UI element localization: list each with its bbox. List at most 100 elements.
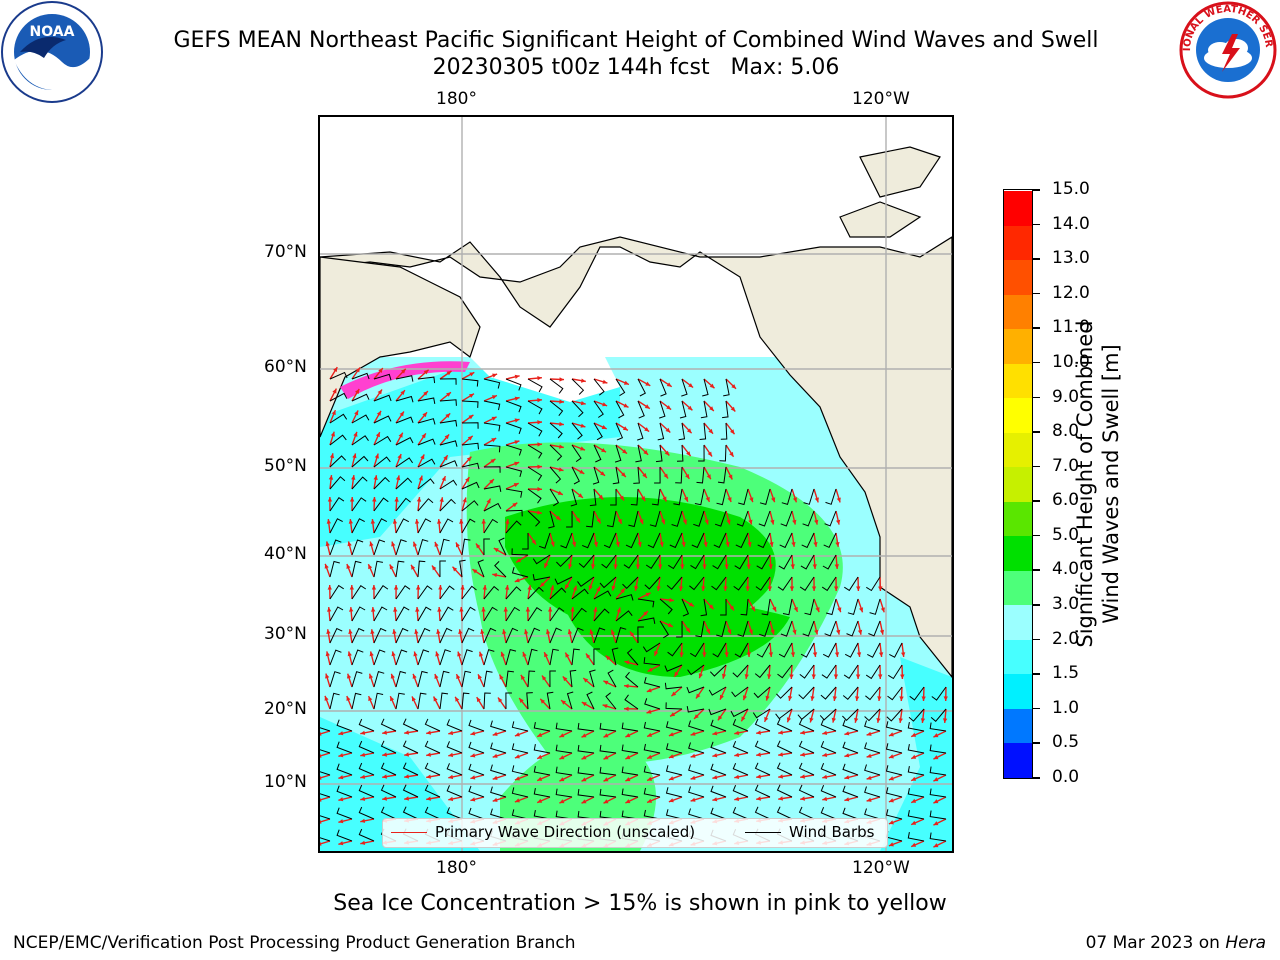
wave-arrow-head: [603, 733, 609, 738]
wave-arrow-head: [456, 542, 460, 548]
wave-arrow-head: [646, 709, 652, 714]
wind-barb: [446, 785, 463, 798]
wave-arrow-head: [575, 517, 580, 523]
wave-arrow-head: [559, 755, 565, 760]
wind-barb: [439, 692, 449, 710]
wave-arrow-head: [448, 774, 454, 780]
wind-barb: [643, 676, 661, 688]
wind-barb: [690, 642, 705, 658]
wind-barb: [847, 598, 859, 616]
wind-barb: [798, 718, 815, 732]
wave-arrow-head: [413, 651, 418, 657]
wind-barb: [439, 649, 451, 666]
colorbar-tick-label: 7.0: [1052, 455, 1080, 476]
wave-arrow-head: [411, 564, 416, 570]
wind-barb: [734, 554, 749, 570]
wave-arrow-head: [368, 564, 373, 570]
wave-arrow-head: [466, 456, 472, 462]
wave-arrow-head: [712, 797, 718, 802]
wave-arrow-head: [360, 840, 366, 845]
wind-barb: [490, 764, 507, 776]
wave-arrow-head: [603, 799, 609, 804]
wave-arrow-head: [625, 777, 631, 782]
colorbar-tick-mark: [1033, 361, 1040, 364]
wave-arrow-head: [642, 473, 647, 478]
wind-barb: [511, 787, 529, 798]
wind-barb: [446, 763, 463, 776]
wind-barb: [395, 416, 414, 424]
wave-arrow-head: [729, 451, 734, 457]
wave-arrow-head: [625, 755, 631, 760]
wave-arrow-head: [734, 774, 740, 779]
wave-arrow-head: [360, 796, 366, 801]
wave-arrow-head: [725, 542, 730, 547]
wave-arrow-head: [619, 495, 624, 501]
wind-barb: [737, 620, 749, 637]
wave-arrow-head: [768, 564, 773, 569]
wave-arrow-head: [355, 389, 360, 394]
wave-arrow-head: [811, 674, 816, 679]
wave-arrow-head: [611, 629, 616, 635]
wind-barb: [439, 440, 458, 447]
wave-arrow-head: [778, 796, 783, 801]
wave-arrow-head: [668, 754, 674, 759]
wind-barb: [777, 576, 793, 591]
wave-arrow-head: [504, 585, 510, 590]
wind-barb: [603, 532, 617, 549]
wind-barb: [929, 744, 947, 754]
wave-arrow-head: [771, 497, 776, 503]
wind-barb: [511, 743, 529, 754]
wave-arrow-head: [833, 674, 839, 679]
wind-barb: [720, 422, 728, 440]
wave-arrow-head: [505, 519, 510, 524]
wind-barb: [665, 765, 683, 776]
wind-barb: [417, 478, 435, 490]
wave-arrow-head: [822, 730, 828, 735]
wind-barb: [731, 686, 749, 698]
wind-barb: [373, 476, 390, 490]
wave-arrow-head: [635, 564, 641, 569]
wave-arrow: [320, 730, 331, 735]
wind-barb: [320, 727, 331, 732]
wave-arrow-head: [514, 732, 520, 737]
wind-barb: [373, 585, 389, 600]
wave-arrow-head: [811, 586, 817, 591]
wind-barb: [351, 627, 365, 644]
wind-barb: [351, 606, 366, 622]
wind-barb: [778, 642, 793, 658]
wind-barb: [776, 762, 793, 776]
wave-arrow-head: [472, 569, 478, 574]
wind-barb: [351, 539, 364, 556]
wind-barb: [643, 809, 661, 820]
wind-barb: [320, 793, 331, 798]
wind-barb: [424, 718, 441, 732]
wind-barb: [643, 787, 661, 798]
wind-barb: [468, 807, 485, 820]
wave-arrow-head: [537, 754, 543, 759]
wind-barb: [483, 606, 498, 622]
wave-arrow-head: [338, 753, 344, 758]
noaa-logo-text: NOAA: [30, 24, 75, 40]
wave-arrow-head: [933, 843, 939, 848]
wave-arrow-head: [836, 519, 841, 525]
wave-arrow-head: [346, 696, 351, 701]
wave-arrow-head: [724, 564, 729, 569]
wave-arrow-head: [701, 586, 706, 591]
wind-barb: [752, 708, 771, 719]
wind-barb: [439, 460, 458, 468]
wave-arrow-head: [502, 629, 507, 635]
wind-barb: [358, 740, 375, 754]
wave-arrow-head: [668, 732, 674, 737]
footer-branch: NCEP/EMC/Verification Post Processing Pr…: [13, 933, 576, 953]
wind-barb: [659, 620, 670, 639]
wave-arrow-head: [374, 453, 379, 459]
wave-arrow-head: [326, 629, 331, 634]
wind-barb: [820, 763, 837, 776]
wave-arrow-head: [349, 497, 355, 502]
wind-barb: [929, 766, 947, 776]
legend-barb-line: [745, 831, 781, 833]
wave-arrow-head: [789, 674, 794, 679]
wave-arrow-head: [559, 444, 564, 449]
footer-date-text: 07 Mar 2023 on: [1085, 933, 1220, 953]
wave-arrow-head: [866, 797, 872, 802]
